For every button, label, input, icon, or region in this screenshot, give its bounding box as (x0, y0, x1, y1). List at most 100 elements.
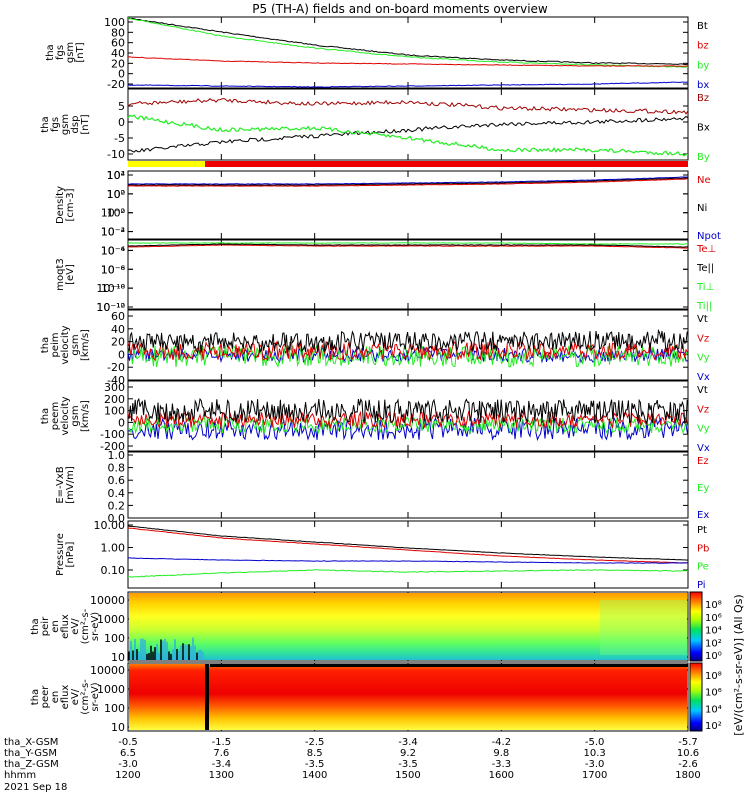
series-Te-par (128, 243, 689, 248)
y-tick-label: 5 (118, 100, 125, 113)
y-label-line: gsm (70, 405, 81, 426)
y-tick-label: 0 (118, 116, 125, 129)
y-axis-label: tha peim velocity gsm [km/s] (40, 325, 91, 364)
ephemeris-value: -3.3 (492, 759, 512, 770)
legend-entry: Ni (697, 203, 707, 214)
y-tick-label: 10⁻⁴ (101, 226, 126, 239)
y-label-line: [nPa] (65, 541, 76, 567)
y-label-line: E=-VxB (55, 466, 66, 503)
colorbar-ramp (689, 591, 703, 662)
legend-entry: Pi (697, 580, 706, 591)
y-label-line: eflux (60, 685, 71, 710)
y-tick-label: 0.4 (108, 487, 126, 500)
colorbar-label: [eV/(cm²-s-sr-eV)] (All Qs) (732, 594, 745, 735)
legend-entry: Ex (697, 510, 709, 521)
spectrogram-ion (129, 593, 687, 660)
y-tick-label: 10⁻⁸ (101, 263, 126, 276)
y-label-line: [nT] (75, 42, 86, 62)
y-tick-label: 10⁰ (107, 188, 126, 201)
top-edge-dark (210, 664, 688, 667)
colorbar-tick: 10⁶ (705, 613, 722, 624)
date-label: 2021 Sep 18 (4, 782, 67, 793)
y-tick-label: 10⁻⁴ (101, 244, 126, 257)
y-label-line: peer (40, 685, 51, 709)
status-bar-red (205, 161, 688, 167)
y-label-line: gsm (70, 334, 81, 355)
ephemeris-value: 1400 (302, 770, 327, 781)
y-label-line: tha (40, 408, 51, 424)
panel-frame (127, 16, 689, 89)
legend-entry: Te⊥ (696, 244, 716, 255)
y-tick-label: 0.8 (108, 462, 126, 475)
series-Ni (127, 177, 689, 186)
legend-entry: Vt (697, 385, 708, 396)
y-tick-label: 20 (111, 57, 125, 70)
colorbar-tick: 10² (705, 638, 722, 649)
legend-entry: Pb (697, 543, 709, 554)
legend-entry: By (697, 152, 710, 163)
y-label-line: en (50, 620, 61, 633)
ephemeris-value: 10.6 (677, 748, 699, 759)
data-gap (205, 664, 209, 730)
y-label-line: [km/s] (80, 400, 91, 432)
ephemeris-value: -3.5 (398, 759, 418, 770)
y-tick-label: 1.0 (108, 449, 126, 462)
y-tick-label: 0 (118, 348, 125, 361)
y-label-line: [mV/m] (65, 466, 76, 504)
y-tick-label: 0.6 (108, 474, 126, 487)
y-tick-label: 10² (107, 188, 125, 201)
series-Bz (127, 97, 689, 115)
series-Bx (127, 115, 689, 153)
ephemeris-value: 1300 (209, 770, 234, 781)
series-bx (127, 81, 689, 88)
legend-entry: Ti|| (696, 301, 712, 312)
legend-entry: Pt (697, 525, 707, 536)
y-tick-label: -5 (114, 132, 125, 145)
y-tick-label: 1.00 (101, 542, 126, 555)
panel-frame (127, 520, 689, 589)
series-Vz (127, 340, 688, 362)
y-label-line: tha (45, 44, 56, 60)
y-label-line: tha (30, 689, 41, 705)
y-label-line: fgs (55, 45, 66, 60)
y-axis-label: Density [cm-3] (55, 186, 76, 224)
y-axis-label: tha peem velocity gsm [km/s] (40, 396, 91, 435)
y-tick-label: 80 (111, 26, 125, 39)
series-Pe (128, 569, 688, 578)
colorbar-tick: 10² (705, 721, 722, 732)
y-tick-label: -200 (100, 440, 125, 453)
series-Ne (127, 178, 688, 187)
ephemeris-value: 10.3 (584, 748, 606, 759)
y-tick-label: 200 (104, 393, 125, 406)
y-label-line: peem (50, 402, 61, 430)
y-tick-label: 10000 (90, 594, 125, 607)
y-label-line: peim (50, 332, 61, 357)
y-label-line: tha (30, 618, 41, 634)
colorbar-ramp (689, 662, 703, 732)
y-label-line: en (50, 691, 61, 704)
colorbar-2: 10⁸ 10⁶ 10⁴ 10² (689, 662, 722, 732)
panel-9: 10000 1000 100 10 tha peir en eflux eV/(cm²-s-sr… (30, 591, 689, 664)
panel-7: 1.00.80.60.40.20.0 E=-VxB [mV/m] Ez Ey Ex (55, 449, 709, 525)
y-tick-label: 10000 (90, 664, 125, 677)
y-label-line: tha (40, 116, 51, 132)
y-tick-label: 1000 (97, 613, 125, 626)
colorbar-tick: 10⁴ (705, 704, 722, 715)
y-label-line: eV/ (70, 688, 81, 705)
ephemeris-value: -3.0 (585, 759, 605, 770)
ephemeris-value: -2.5 (305, 737, 325, 748)
series-Te-perp (127, 244, 689, 249)
legend-entry: Te|| (696, 263, 714, 274)
y-label-line: tha (40, 337, 51, 353)
y-label-line: Pressure (55, 533, 66, 576)
colorbar-tick: 10⁸ (705, 600, 722, 611)
y-label-line: moqt3 (55, 258, 66, 291)
spectrogram-patch (600, 600, 687, 655)
y-tick-label: 10⁻¹² (96, 301, 125, 314)
legend-entry: bx (697, 80, 709, 91)
y-tick-label: 10⁻⁶ (101, 244, 126, 257)
y-label-line: dsp (70, 116, 81, 134)
